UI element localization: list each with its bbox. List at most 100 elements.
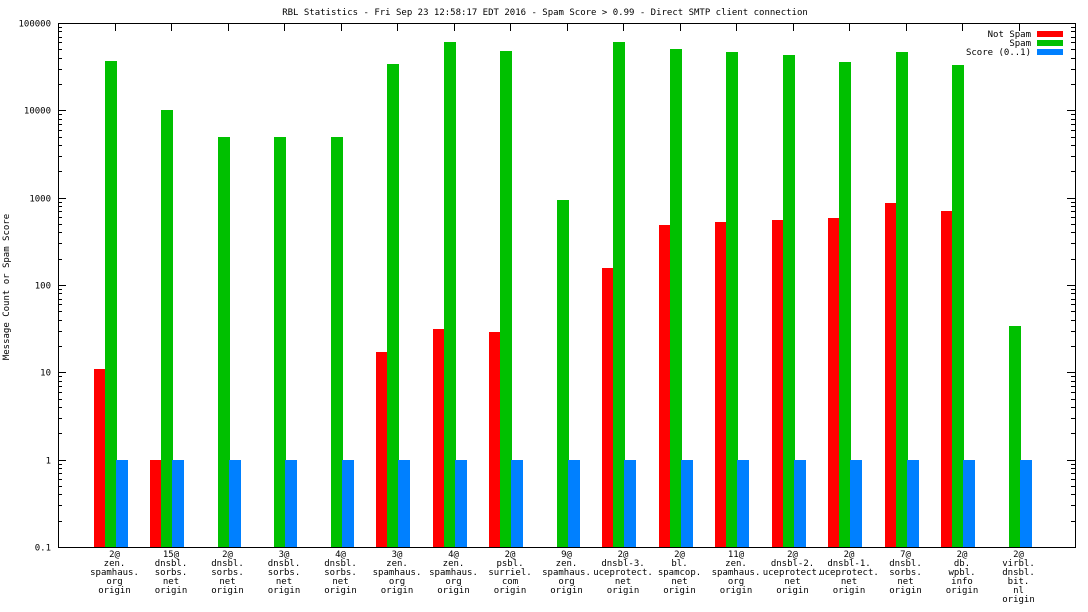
x-tick-label: spamhaus. <box>373 568 422 578</box>
x-tick-label: dnsbl. <box>268 559 301 569</box>
bar-score-0-1 <box>907 460 919 547</box>
bar-score-0-1 <box>229 460 241 547</box>
bar-score-0-1 <box>455 460 467 547</box>
y-tick-label: 100 <box>35 282 51 292</box>
y-tick-label: 10 <box>40 369 51 379</box>
x-tick-label: org <box>106 577 122 587</box>
x-tick-label: spamhaus. <box>542 568 591 578</box>
x-tick-label: origin <box>1002 595 1035 605</box>
bar-spam <box>105 61 117 547</box>
plot-frame <box>58 23 1076 548</box>
x-tick-label: origin <box>155 586 188 596</box>
bar-score-0-1 <box>1020 460 1032 547</box>
bar-not-spam <box>433 329 445 547</box>
x-tick-label: org <box>558 577 574 587</box>
y-tick-labels: 0.1 1 10 100 1000 10000 100000 <box>18 20 51 554</box>
bar-not-spam <box>94 369 106 547</box>
bar-spam <box>613 42 625 547</box>
bar-score-0-1 <box>681 460 693 547</box>
chart-title: RBL Statistics - Fri Sep 23 12:58:17 EDT… <box>282 8 808 18</box>
legend-label: Score (0..1) <box>966 48 1031 58</box>
bar-not-spam <box>150 460 162 547</box>
bar-spam <box>444 42 456 547</box>
y-tick-label: 100000 <box>18 20 51 30</box>
x-tick-label: zen. <box>725 559 747 569</box>
x-tick-label: uceprotect. <box>763 568 823 578</box>
x-tick-label: dnsbl. <box>211 559 244 569</box>
bar-not-spam <box>376 352 388 547</box>
y-tick-label: 10000 <box>24 107 51 117</box>
x-tick-label: net <box>276 577 292 587</box>
bar-not-spam <box>772 220 784 547</box>
x-tick-label: dnsbl. <box>1002 568 1035 578</box>
bar-score-0-1 <box>963 460 975 547</box>
x-tick-label: db. <box>954 559 970 569</box>
bar-spam <box>557 200 569 547</box>
x-tick-label: surriel. <box>488 568 531 578</box>
bar-spam <box>161 110 173 547</box>
bar-not-spam <box>489 332 501 547</box>
bar-spam <box>839 62 851 547</box>
x-tick-label: 9@ <box>561 550 572 560</box>
x-tick-label: origin <box>663 586 696 596</box>
y-tick-label: 1 <box>46 457 51 467</box>
x-tick-label: net <box>671 577 687 587</box>
x-tick-label: org <box>389 577 405 587</box>
x-tick-label: 2@ <box>957 550 968 560</box>
bar-score-0-1 <box>794 460 806 547</box>
x-tick-label: origin <box>776 586 809 596</box>
x-tick-label: net <box>784 577 800 587</box>
x-tick-label: sorbs. <box>155 568 188 578</box>
bar-spam <box>726 52 738 547</box>
x-tick-label: com <box>502 577 518 587</box>
x-tick-label: 2@ <box>1013 550 1024 560</box>
x-tick-label: zen. <box>104 559 126 569</box>
legend-swatch <box>1037 31 1063 37</box>
x-tick-label: origin <box>437 586 470 596</box>
y-tick-label: 0.1 <box>35 544 51 554</box>
x-tick-label: origin <box>889 586 922 596</box>
x-tick-label: bl. <box>671 559 687 569</box>
x-tick-label: sorbs. <box>324 568 357 578</box>
x-tick-label: 2@ <box>787 550 798 560</box>
x-tick-label: origin <box>324 586 357 596</box>
x-tick-label: 7@ <box>900 550 911 560</box>
bar-score-0-1 <box>850 460 862 547</box>
bar-spam <box>896 52 908 547</box>
x-tick-label: sorbs. <box>211 568 244 578</box>
x-tick-label: origin <box>720 586 753 596</box>
x-tick-label: 11@ <box>728 550 745 560</box>
bars <box>94 42 1032 547</box>
bar-score-0-1 <box>398 460 410 547</box>
bar-not-spam <box>602 268 614 547</box>
x-tick-label: wpbl. <box>948 568 975 578</box>
legend-swatch <box>1037 49 1063 55</box>
x-tick-label: psbl. <box>496 559 523 569</box>
x-tick-label: zen. <box>386 559 408 569</box>
x-tick-label: nl <box>1013 586 1024 596</box>
x-tick-label: org <box>728 577 744 587</box>
x-tick-label: uceprotect. <box>593 568 653 578</box>
x-tick-label: origin <box>550 586 583 596</box>
bar-spam <box>1009 326 1021 547</box>
x-tick-label: 3@ <box>392 550 403 560</box>
bar-spam <box>331 137 343 547</box>
x-tick-label: 3@ <box>279 550 290 560</box>
x-tick-label: net <box>219 577 235 587</box>
bar-score-0-1 <box>511 460 523 547</box>
bar-spam <box>783 55 795 547</box>
y-axis-label: Message Count or Spam Score <box>2 214 12 360</box>
bar-score-0-1 <box>342 460 354 547</box>
x-tick-label: origin <box>211 586 244 596</box>
x-tick-label: virbl. <box>1002 559 1035 569</box>
x-tick-label: 2@ <box>222 550 233 560</box>
x-tick-labels: 2@zen.spamhaus.orgorigin15@dnsbl.sorbs.n… <box>90 550 1035 605</box>
bar-spam <box>952 65 964 547</box>
x-tick-label: 15@ <box>163 550 180 560</box>
x-tick-label: net <box>332 577 348 587</box>
x-tick-label: 2@ <box>505 550 516 560</box>
x-tick-label: net <box>163 577 179 587</box>
x-tick-label: sorbs. <box>889 568 922 578</box>
